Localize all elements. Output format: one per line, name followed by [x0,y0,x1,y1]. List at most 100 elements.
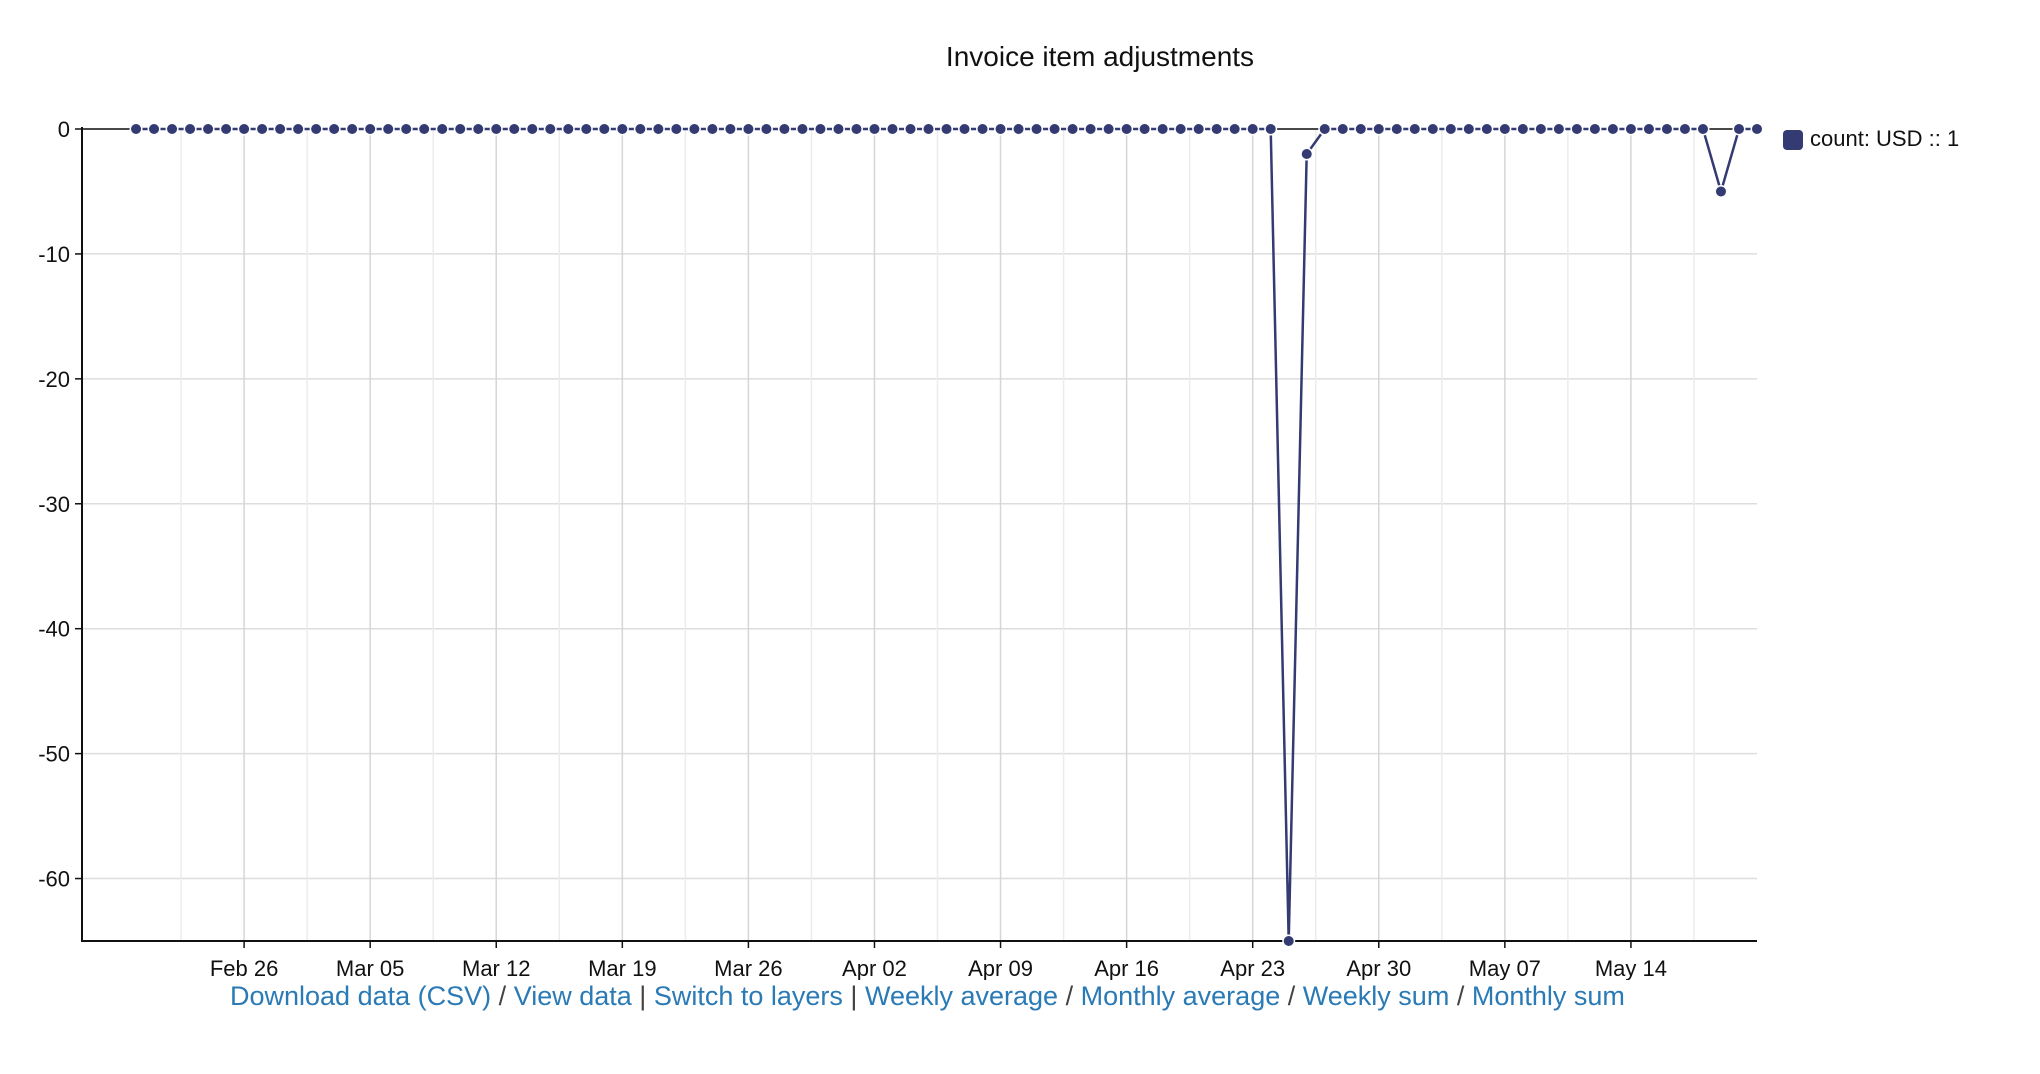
download-csv-link[interactable]: Download data (CSV) [230,981,492,1011]
x-tick-label: May 14 [1595,956,1667,980]
x-tick-label: May 07 [1469,956,1541,980]
data-point [419,124,430,134]
data-point [1247,124,1258,134]
data-point [473,124,484,134]
x-tick-label: Apr 09 [968,956,1033,980]
data-point [365,124,376,134]
legend[interactable]: count: USD :: 1 [1783,126,1959,151]
data-point [527,124,538,134]
axes [81,127,1757,942]
x-tick-label: Feb 26 [210,956,279,980]
x-tick-label: Mar 05 [336,956,404,980]
y-tick-label: -60 [38,867,70,892]
data-point [1193,124,1204,134]
chart-title: Invoice item adjustments [946,41,1254,72]
switch-to-layers-link[interactable]: Switch to layers [653,981,843,1011]
line-chart: Invoice item adjustments 0 -10 -20 -30 -40 -5… [38,41,1959,980]
data-point [617,124,628,134]
data-point [509,124,520,134]
y-tick-label: -40 [38,617,70,642]
y-tick-label: -20 [38,367,70,392]
data-point [329,124,340,134]
data-point [1175,124,1186,134]
data-point [995,124,1006,134]
data-point [203,124,214,134]
data-point [1301,148,1312,159]
y-tick-label: 0 [58,117,70,142]
weekly-average-link[interactable]: Weekly average [864,981,1059,1011]
y-tick-label: -10 [38,242,70,267]
data-point [491,124,502,134]
legend-label: count: USD :: 1 [1810,126,1959,151]
x-tick-label: Mar 19 [588,956,656,980]
x-tick-label: Mar 12 [462,956,530,980]
data-point [1697,124,1708,134]
separator: / [498,981,507,1011]
data-point [1337,124,1348,134]
data-point [1319,124,1330,134]
data-point [1427,124,1438,134]
data-point [1589,124,1600,134]
data-point [1229,124,1240,134]
data-point [167,124,178,134]
data-point [1355,124,1366,134]
data-point [545,124,556,134]
x-tick-label: Apr 30 [1346,956,1411,980]
data-point [1715,186,1726,197]
monthly-sum-link[interactable]: Monthly sum [1471,981,1625,1011]
data-point [1139,124,1150,134]
data-point [275,124,286,134]
series-line [136,127,1757,942]
data-point [563,124,574,134]
data-point [869,124,880,134]
data-point [707,124,718,134]
data-point [1535,124,1546,134]
data-point [239,124,250,134]
y-tick-label: -50 [38,742,70,767]
data-point [1391,124,1402,134]
data-point [1265,124,1276,134]
data-point [257,124,268,134]
data-point [131,124,142,134]
data-point [455,124,466,134]
data-point [1445,124,1456,134]
data-point [1499,124,1510,134]
data-point [1283,936,1294,946]
separator: | [850,981,858,1011]
data-point [797,124,808,134]
data-point [851,124,862,134]
data-point [1085,124,1096,134]
x-tick-label: Apr 16 [1094,956,1159,980]
data-point [1607,124,1618,134]
separator: | [639,981,647,1011]
data-point [1031,124,1042,134]
data-point [1553,124,1564,134]
data-point [1103,124,1114,134]
data-point [725,124,736,134]
data-point [221,124,232,134]
x-tick-label: Apr 23 [1220,956,1285,980]
separator: / [1287,981,1296,1011]
data-point [311,124,322,134]
data-point [743,124,754,134]
data-point [635,124,646,134]
y-tick-label: -30 [38,492,70,517]
data-point [185,124,196,134]
data-point [149,124,160,134]
data-point [779,124,790,134]
data-point [1517,124,1528,134]
data-point [1373,124,1384,134]
data-point [1679,124,1690,134]
view-data-link[interactable]: View data [513,981,632,1011]
monthly-average-link[interactable]: Monthly average [1080,981,1281,1011]
data-point [815,124,826,134]
data-point [1463,124,1474,134]
data-point [1481,124,1492,134]
data-point [761,124,772,134]
data-point [887,124,898,134]
data-point [905,124,916,134]
weekly-sum-link[interactable]: Weekly sum [1302,981,1450,1011]
data-point [401,124,412,134]
data-point [1013,124,1024,134]
y-axis-ticks: 0 -10 -20 -30 -40 -50 -60 [38,117,82,892]
